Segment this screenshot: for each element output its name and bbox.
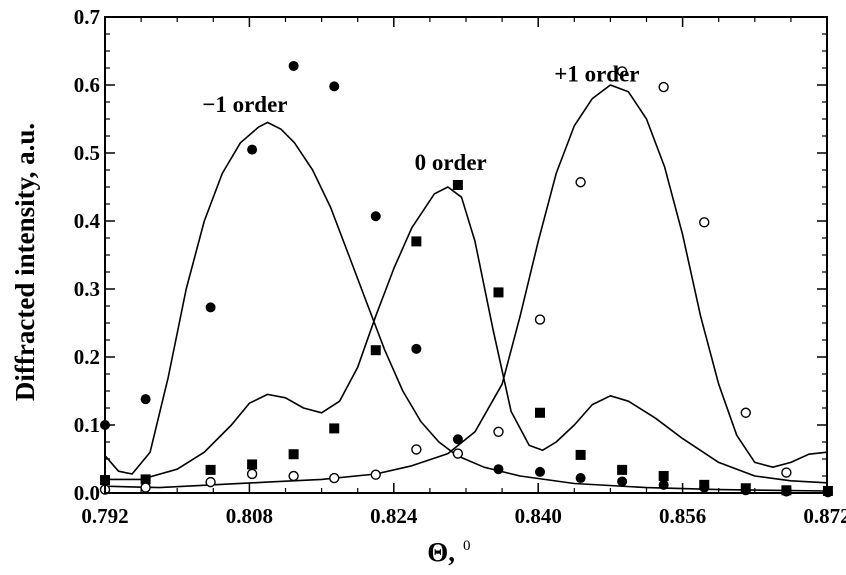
x-tick-label: 0.792	[81, 504, 128, 528]
x-axis-title-main: Θ,	[427, 537, 455, 567]
data-points	[99, 60, 833, 498]
y-tick-label: 0.6	[74, 73, 100, 97]
point-filled-circle	[205, 302, 216, 313]
point-open-circle	[370, 469, 381, 480]
x-tick-label: 0.840	[515, 504, 562, 528]
point-filled-square	[781, 485, 792, 496]
point-open-circle	[140, 482, 151, 493]
x-tick-label: 0.824	[370, 504, 418, 528]
y-tick-label: 0.1	[74, 413, 100, 437]
point-filled-square	[411, 236, 422, 247]
point-open-circle	[246, 468, 258, 480]
x-tick-label: 0.856	[659, 504, 706, 528]
point-open-circle	[493, 426, 504, 437]
point-filled-square	[575, 449, 586, 460]
x-tick-label: 0.872	[803, 504, 846, 528]
point-filled-circle	[493, 464, 504, 475]
point-open-circle	[205, 476, 216, 488]
point-filled-square	[370, 345, 381, 356]
annotation-label: −1 order	[202, 92, 287, 117]
point-filled-circle	[575, 473, 586, 484]
point-filled-square	[452, 179, 463, 190]
axes: 0.792 0.808 0.824 0.840 0.856 0.872 0.0 0.1 0.2 0…	[74, 5, 846, 528]
x-tick-label: 0.808	[226, 504, 273, 528]
point-open-circle	[411, 444, 422, 455]
y-tick-label: 0.3	[74, 277, 100, 301]
point-filled-circle	[247, 144, 258, 155]
plot-frame	[104, 16, 828, 494]
point-open-circle	[699, 217, 710, 228]
point-filled-circle	[329, 81, 340, 92]
point-filled-square	[535, 407, 546, 418]
point-filled-square	[658, 471, 669, 481]
fit-curve-3	[104, 84, 828, 489]
y-tick-label: 0.7	[74, 5, 100, 29]
y-tick-label: 0.0	[74, 481, 100, 505]
point-filled-square	[288, 449, 299, 460]
point-filled-circle	[658, 479, 669, 490]
annotations: −1 order 0 order +1 order	[202, 62, 639, 175]
point-open-circle	[781, 467, 792, 478]
point-filled-circle	[452, 434, 463, 445]
point-filled-square	[247, 459, 258, 470]
point-filled-circle	[288, 60, 299, 71]
y-tick-label: 0.4	[74, 209, 101, 233]
point-open-circle	[616, 66, 628, 77]
point-filled-square	[699, 479, 710, 490]
point-open-circle	[658, 81, 669, 93]
point-filled-square	[740, 483, 751, 494]
x-axis-title: Θ,	[427, 537, 455, 567]
point-open-circle	[575, 177, 586, 188]
fit-curves	[104, 84, 828, 492]
point-filled-square	[140, 474, 151, 485]
point-filled-square	[617, 464, 628, 475]
point-filled-circle	[617, 476, 628, 487]
point-filled-circle	[370, 211, 381, 222]
point-filled-square	[205, 464, 216, 475]
point-filled-square	[329, 423, 340, 434]
point-open-circle	[534, 314, 546, 325]
y-tick-label: 0.5	[74, 141, 100, 165]
point-open-circle	[452, 448, 464, 459]
fit-curve-2	[105, 186, 828, 484]
point-filled-circle	[411, 343, 422, 354]
annotation-label: 0 order	[415, 150, 487, 175]
y-tick-label: 0.2	[74, 345, 100, 369]
point-filled-circle	[140, 394, 151, 405]
point-filled-square	[493, 287, 504, 298]
x-axis-title-superscript: 0	[463, 538, 471, 554]
point-filled-circle	[535, 466, 546, 477]
point-open-circle	[329, 472, 340, 484]
annotation-label: +1 order	[554, 62, 639, 87]
point-open-circle	[740, 407, 751, 418]
y-axis-title: Diffracted intensity, a.u.	[10, 123, 40, 401]
point-open-circle	[288, 470, 299, 482]
